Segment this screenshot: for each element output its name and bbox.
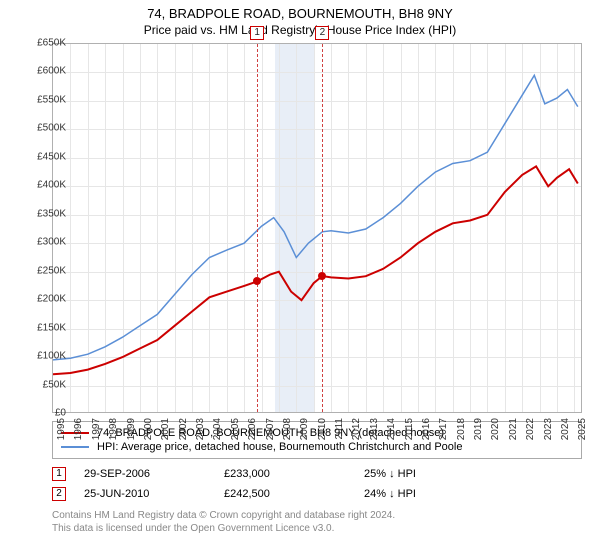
x-axis-label: 2005 [230,418,241,440]
x-axis-label: 2007 [265,418,276,440]
y-axis-label: £500K [16,123,66,134]
x-axis-label: 2001 [160,418,171,440]
x-axis-label: 2010 [317,418,328,440]
y-axis-label: £550K [16,94,66,105]
x-axis-label: 2003 [195,418,206,440]
x-axis-label: 2002 [178,418,189,440]
y-axis-label: £150K [16,322,66,333]
sale-date: 29-SEP-2006 [84,468,224,480]
x-axis-label: 2015 [404,418,415,440]
x-axis-label: 2014 [386,418,397,440]
x-axis-label: 1997 [91,418,102,440]
x-axis-label: 2004 [212,418,223,440]
x-axis-label: 2012 [351,418,362,440]
sale-marker-dot [253,277,261,285]
sale-price: £233,000 [224,468,364,480]
y-axis-label: £300K [16,237,66,248]
y-axis-label: £0 [16,408,66,419]
sale-vline [257,44,258,412]
x-axis-label: 2006 [247,418,258,440]
sale-hpi-delta: 24% ↓ HPI [364,488,504,500]
series-hpi [53,75,578,360]
legend-label: HPI: Average price, detached house, Bour… [97,441,462,453]
y-axis-label: £50K [16,379,66,390]
y-axis-label: £100K [16,351,66,362]
sale-price: £242,500 [224,488,364,500]
x-axis-label: 2011 [334,418,345,440]
sale-marker-box: 2 [315,26,329,40]
legend-item: HPI: Average price, detached house, Bour… [61,440,573,454]
footer-line2: This data is licensed under the Open Gov… [52,522,582,535]
chart-subtitle: Price paid vs. HM Land Registry's House … [0,21,600,43]
footer-attribution: Contains HM Land Registry data © Crown c… [52,509,582,535]
sale-hpi-delta: 25% ↓ HPI [364,468,504,480]
y-axis-label: £250K [16,265,66,276]
x-axis-label: 2013 [369,418,380,440]
x-axis-label: 1999 [126,418,137,440]
y-axis-label: £600K [16,66,66,77]
sale-marker-box: 1 [250,26,264,40]
x-axis-label: 2020 [490,418,501,440]
x-axis-label: 2008 [282,418,293,440]
y-axis-label: £350K [16,208,66,219]
x-axis-label: 2019 [473,418,484,440]
x-axis-label: 2023 [543,418,554,440]
footer-line1: Contains HM Land Registry data © Crown c… [52,509,582,522]
sale-table: 1 29-SEP-2006£233,00025% ↓ HPI 2 25-JUN-201… [52,467,582,501]
chart-plot-area: 1995199619971998199920002001200220032004… [52,43,582,413]
sale-vline [322,44,323,412]
chart-lines-svg [53,44,583,414]
chart-title: 74, BRADPOLE ROAD, BOURNEMOUTH, BH8 9NY [0,0,600,21]
sale-row: 1 29-SEP-2006£233,00025% ↓ HPI [52,467,582,481]
x-axis-label: 2017 [438,418,449,440]
x-axis-label: 1995 [56,418,67,440]
series-property [53,166,578,374]
x-axis-label: 1998 [108,418,119,440]
x-axis-label: 2000 [143,418,154,440]
y-axis-label: £450K [16,151,66,162]
legend-swatch [61,446,89,448]
x-axis-label: 2016 [421,418,432,440]
y-axis-label: £650K [16,38,66,49]
sale-index-box: 2 [52,487,66,501]
sale-index-box: 1 [52,467,66,481]
x-axis-label: 1996 [73,418,84,440]
x-axis-label: 2024 [560,418,571,440]
x-axis-label: 2022 [525,418,536,440]
y-axis-label: £400K [16,180,66,191]
x-axis-label: 2021 [508,418,519,440]
x-axis-label: 2018 [456,418,467,440]
sale-row: 2 25-JUN-2010£242,50024% ↓ HPI [52,487,582,501]
x-axis-label: 2009 [299,418,310,440]
sale-marker-dot [318,272,326,280]
sale-date: 25-JUN-2010 [84,488,224,500]
y-axis-label: £200K [16,294,66,305]
x-axis-label: 2025 [577,418,588,440]
